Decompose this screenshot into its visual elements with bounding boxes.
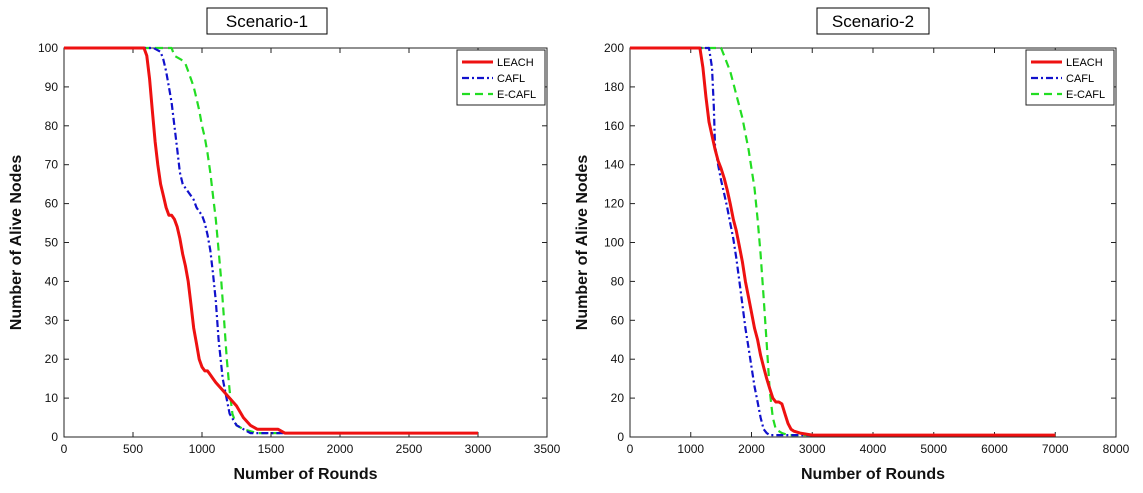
y-tick-label: 70 (45, 158, 59, 172)
y-axis-label: Number of Alive Nodes (574, 155, 591, 331)
y-tick-label: 140 (604, 158, 624, 172)
plot-area-frame (63, 47, 548, 438)
legend-box (1025, 49, 1115, 106)
y-tick-label: 60 (611, 313, 625, 327)
chart-title: Scenario-2 (832, 12, 914, 31)
legend-label-leach: LEACH (1066, 57, 1103, 69)
y-tick-label: 40 (611, 352, 625, 366)
x-tick-label: 4000 (860, 442, 887, 456)
x-tick-label: 2000 (327, 442, 354, 456)
x-tick-label: 3500 (534, 442, 561, 456)
x-tick-label: 3000 (465, 442, 492, 456)
y-tick-label: 200 (604, 41, 624, 55)
chart-panel-2: 0 1000 2000 3000 4000 5000 6000 7000 8000 0 20 40 60… (574, 7, 1130, 483)
x-axis-label: Number of Rounds (801, 466, 945, 483)
chart-title-box (206, 7, 328, 35)
y-tick-label: 0 (617, 430, 624, 444)
x-tick-label: 2500 (396, 442, 423, 456)
x-tick-label: 1000 (677, 442, 704, 456)
series-group (64, 46, 478, 435)
legend-label-cafl: CAFL (497, 73, 525, 85)
x-tick-label: 0 (61, 442, 68, 456)
legend: LEACH CAFL E-CAFL (456, 49, 546, 106)
legend-label-cafl: CAFL (1066, 73, 1094, 85)
y-tick-label: 120 (604, 197, 624, 211)
legend-label-leach: LEACH (497, 57, 534, 69)
chart-panel-1: 0 500 1000 1500 2000 2500 3000 3500 0 10 20 30 40 50 6… (8, 7, 561, 483)
y-tick-label: 100 (604, 236, 624, 250)
y-tick-label: 60 (45, 197, 59, 211)
series-group (630, 46, 1056, 437)
y-tick-label: 80 (611, 274, 625, 288)
x-tick-label: 8000 (1103, 442, 1130, 456)
legend: LEACH CAFL E-CAFL (1025, 49, 1115, 106)
y-tick-label: 90 (45, 80, 59, 94)
x-tick-label: 7000 (1042, 442, 1069, 456)
series-line-leach (630, 46, 1056, 437)
x-tick-label: 5000 (920, 442, 947, 456)
x-tick-label: 2000 (738, 442, 765, 456)
y-axis-label: Number of Alive Nodes (8, 155, 25, 331)
series-line-e-cafl (64, 46, 478, 435)
x-tick-label: 1500 (258, 442, 285, 456)
x-tick-label: 6000 (981, 442, 1008, 456)
legend-label-e-cafl: E-CAFL (497, 89, 536, 101)
y-tick-label: 10 (45, 391, 59, 405)
y-tick-label: 180 (604, 80, 624, 94)
x-tick-label: 1000 (189, 442, 216, 456)
x-tick-label: 0 (627, 442, 634, 456)
y-tick-label: 80 (45, 119, 59, 133)
series-line-cafl (64, 46, 478, 435)
x-tick-label: 3000 (799, 442, 826, 456)
y-tick-label: 20 (611, 391, 625, 405)
y-tick-label: 0 (51, 430, 58, 444)
legend-label-e-cafl: E-CAFL (1066, 89, 1105, 101)
y-tick-label: 160 (604, 119, 624, 133)
chart-title-box (816, 7, 930, 35)
chart-title: Scenario-1 (226, 12, 308, 31)
x-axis-label: Number of Rounds (234, 466, 378, 483)
y-tick-label: 100 (38, 41, 58, 55)
x-tick-label: 500 (123, 442, 143, 456)
y-tick-label: 30 (45, 313, 59, 327)
y-tick-label: 50 (45, 236, 59, 250)
y-tick-label: 20 (45, 352, 59, 366)
series-line-e-cafl (630, 46, 1056, 437)
plot-area-frame (629, 47, 1117, 438)
y-tick-label: 40 (45, 274, 59, 288)
series-line-leach (64, 46, 478, 435)
legend-box (456, 49, 546, 106)
series-line-cafl (630, 46, 1056, 437)
